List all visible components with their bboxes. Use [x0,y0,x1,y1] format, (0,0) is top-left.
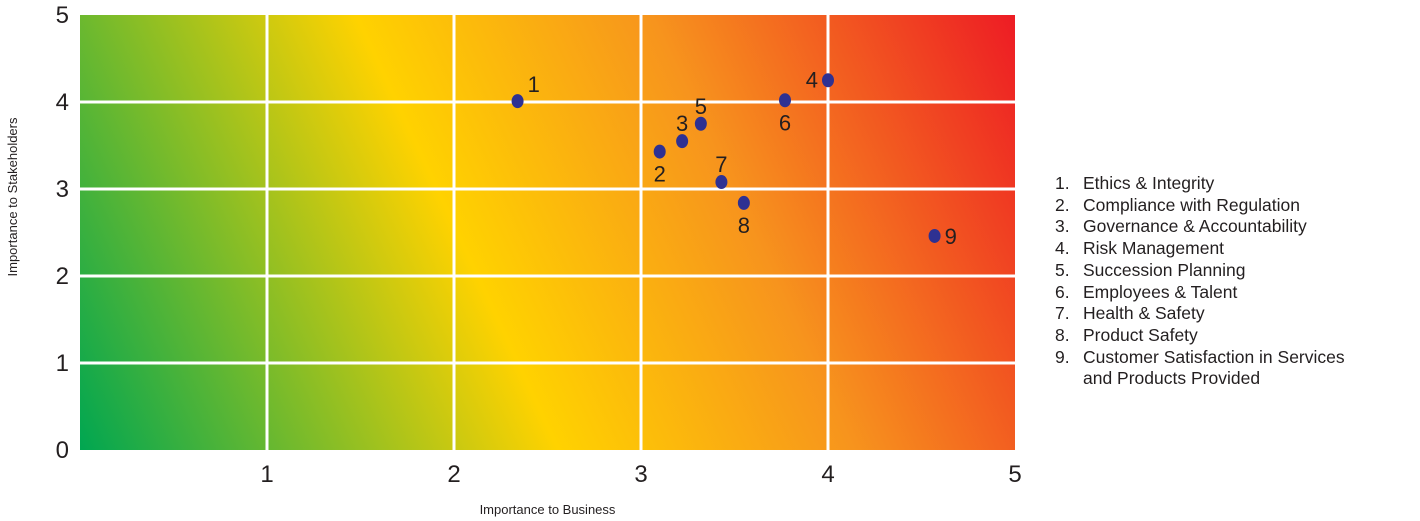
data-point-marker [694,116,707,131]
x-tick-label: 3 [634,461,647,488]
y-tick-label: 2 [56,263,69,290]
legend-item-text: Product Safety [1083,324,1198,345]
legend-item: 4. Risk Management [1055,238,1415,260]
data-point-label: 2 [654,162,666,187]
grid-lines [80,15,1015,450]
x-axis-title: Importance to Business [480,502,616,517]
legend-item: 6. Employees & Talent [1055,282,1415,304]
data-point-marker [676,134,689,149]
data-point-label: 5 [695,94,707,119]
y-tick-label: 4 [56,89,69,116]
data-point-marker [928,228,941,243]
plot-background [80,15,1015,450]
data-point-label: 6 [779,110,791,135]
data-point-label: 1 [528,72,540,97]
data-point-marker [511,94,524,109]
legend: 1. Ethics & Integrity 2. Compliance with Re… [1055,173,1415,390]
legend-item-number: 3. [1055,216,1070,237]
legend-item-number: 8. [1055,324,1070,345]
data-point-marker [778,93,791,108]
legend-item-number: 5. [1055,259,1070,280]
tick-labels: 1 2 3 4 5 0 1 2 3 4 5 [56,2,1022,488]
legend-item-number: 2. [1055,194,1070,215]
legend-item-text: Customer Satisfaction in Services and Pr… [1083,346,1345,389]
data-point-marker [737,195,750,210]
legend-item-number: 9. [1055,346,1070,367]
y-tick-label: 0 [56,437,69,464]
legend-item: 5. Succession Planning [1055,260,1415,282]
x-tick-label: 2 [447,461,460,488]
legend-item-number: 7. [1055,303,1070,324]
legend-item-number: 6. [1055,281,1070,302]
legend-item-text: Ethics & Integrity [1083,173,1215,193]
data-point-marker [822,73,834,88]
legend-item: 7. Health & Safety [1055,303,1415,325]
legend-item-text: Risk Management [1083,238,1225,259]
data-point-label: 7 [715,152,727,177]
legend-item: 2. Compliance with Regulation [1055,195,1415,217]
legend-item-number: 4. [1055,238,1070,259]
data-point-marker [653,144,666,159]
legend-item-text: Compliance with Regulation [1083,194,1300,215]
x-tick-label: 4 [821,461,834,488]
legend-item: 3. Governance & Accountability [1055,216,1415,238]
legend-item: 1. Ethics & Integrity [1055,173,1415,195]
data-point-label: 3 [676,111,688,136]
data-point-label: 8 [738,213,750,238]
data-point-label: 9 [945,224,957,249]
legend-item: 8. Product Safety [1055,325,1415,347]
data-point-marker [715,175,728,190]
y-axis-title: Importance to Stakeholders [5,117,20,276]
legend-item: 9. Customer Satisfaction in Services and … [1055,347,1415,390]
x-tick-label: 1 [260,461,273,488]
legend-item-text: Health & Safety [1083,303,1205,324]
legend-item-number: 1. [1055,173,1070,193]
legend-item-text: Governance & Accountability [1083,216,1307,237]
y-tick-label: 1 [56,350,69,377]
data-points: 1 2 3 4 5 6 7 8 9 [511,67,957,249]
legend-item-text: Employees & Talent [1083,281,1238,302]
y-tick-label: 5 [56,2,69,29]
x-tick-label: 5 [1008,461,1021,488]
y-tick-label: 3 [56,176,69,203]
data-point-label: 4 [806,67,818,92]
legend-item-text: Succession Planning [1083,259,1246,280]
